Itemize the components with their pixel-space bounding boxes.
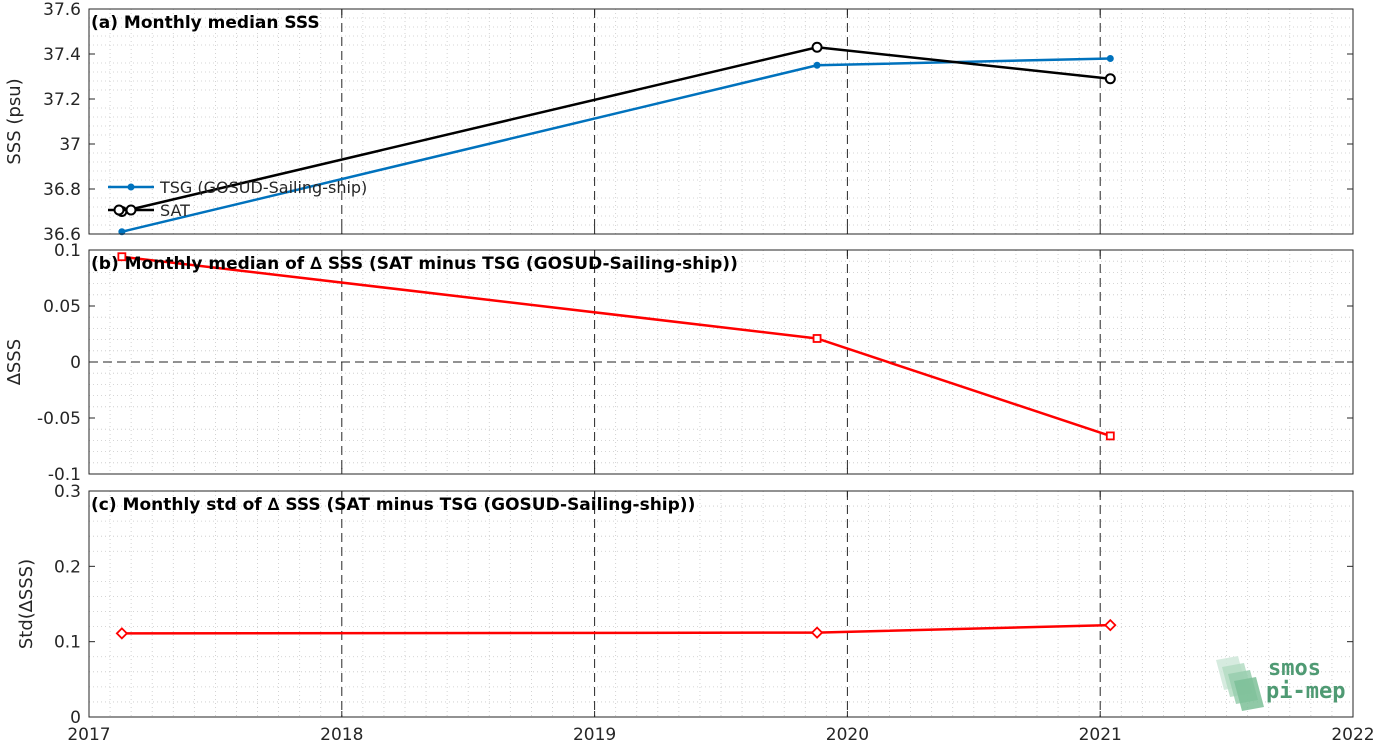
panel-b: -0.1 -0.05 0 0.05 0.1 ∆SSS (b) Monthly median … [4, 241, 1354, 485]
y-tick-label: 0 [70, 708, 81, 728]
legend-label: SAT [160, 201, 190, 220]
legend-swatch-marker [127, 183, 135, 191]
data-point [1104, 618, 1117, 632]
y-tick-label: 0 [70, 353, 81, 373]
major-grid [341, 491, 1101, 717]
data-point [1106, 55, 1114, 62]
y-tick-label: 36.6 [43, 225, 81, 245]
legend-swatch-marker [113, 204, 125, 216]
axes-frame [88, 8, 1354, 235]
series-tsg [118, 55, 1114, 236]
y-tick-label: 0.1 [54, 241, 81, 261]
legend: TSG (GOSUD-Sailing-ship) SAT [108, 178, 367, 220]
y-tick-label: 0.1 [54, 633, 81, 653]
x-tick-label: 2019 [573, 725, 616, 745]
y-axis-label: Std(∆SSS) [16, 559, 37, 649]
y-tick-label: -0.1 [48, 465, 81, 485]
minor-grid [89, 9, 1353, 234]
y-axis-label: ∆SSS [4, 339, 25, 386]
major-grid [341, 9, 1101, 234]
y-tick-label: 37.6 [43, 0, 81, 20]
y-tick-label: 37.4 [43, 45, 81, 65]
series-delta [115, 618, 1117, 640]
legend-swatch-marker [125, 204, 137, 216]
data-point [1104, 73, 1116, 85]
data-point [811, 41, 823, 53]
y-tick-label: 0.2 [54, 557, 81, 577]
data-point [117, 252, 127, 262]
panel-title: (a) Monthly median SSS [91, 13, 320, 33]
minor-grid [89, 491, 1353, 717]
logo-sheet-icon [1234, 677, 1264, 711]
y-axis-label: SSS (psu) [4, 78, 25, 164]
y-tick-label: 37.2 [43, 90, 81, 110]
data-point [810, 626, 824, 639]
y-tick-label: -0.05 [37, 409, 81, 429]
data-point [812, 334, 822, 343]
panel-c: 0 0.1 0.2 0.3 2017 2018 2019 2020 2021 2022 Std(∆S… [16, 482, 1375, 745]
x-tick-label: 2018 [320, 725, 363, 745]
data-point [1105, 431, 1115, 441]
y-tick-label: 0.3 [54, 482, 81, 502]
x-tick-label: 2022 [1331, 725, 1374, 745]
x-tick-label: 2020 [826, 725, 869, 745]
series-delta [117, 252, 1115, 441]
axes-frame [88, 490, 1354, 718]
y-tick-label: 37 [59, 135, 81, 155]
logo-text-smos: smos [1268, 656, 1321, 681]
axes-frame [88, 249, 1354, 475]
data-point [813, 61, 821, 69]
panel-a: 36.6 36.8 37 37.2 37.4 37.6 SSS (psu) (a) Month… [4, 0, 1354, 245]
legend-label: TSG (GOSUD-Sailing-ship) [159, 178, 367, 197]
x-tick-label: 2017 [67, 725, 110, 745]
panel-title: (b) Monthly median of ∆ SSS (SAT minus T… [91, 254, 738, 274]
x-tick-label: 2021 [1079, 725, 1122, 745]
y-tick-label: 36.8 [43, 180, 81, 200]
logo-text-pimep: pi-mep [1266, 679, 1345, 704]
data-point [115, 627, 129, 640]
panel-title: (c) Monthly std of ∆ SSS (SAT minus TSG … [91, 495, 695, 515]
y-tick-label: 0.05 [43, 297, 81, 317]
